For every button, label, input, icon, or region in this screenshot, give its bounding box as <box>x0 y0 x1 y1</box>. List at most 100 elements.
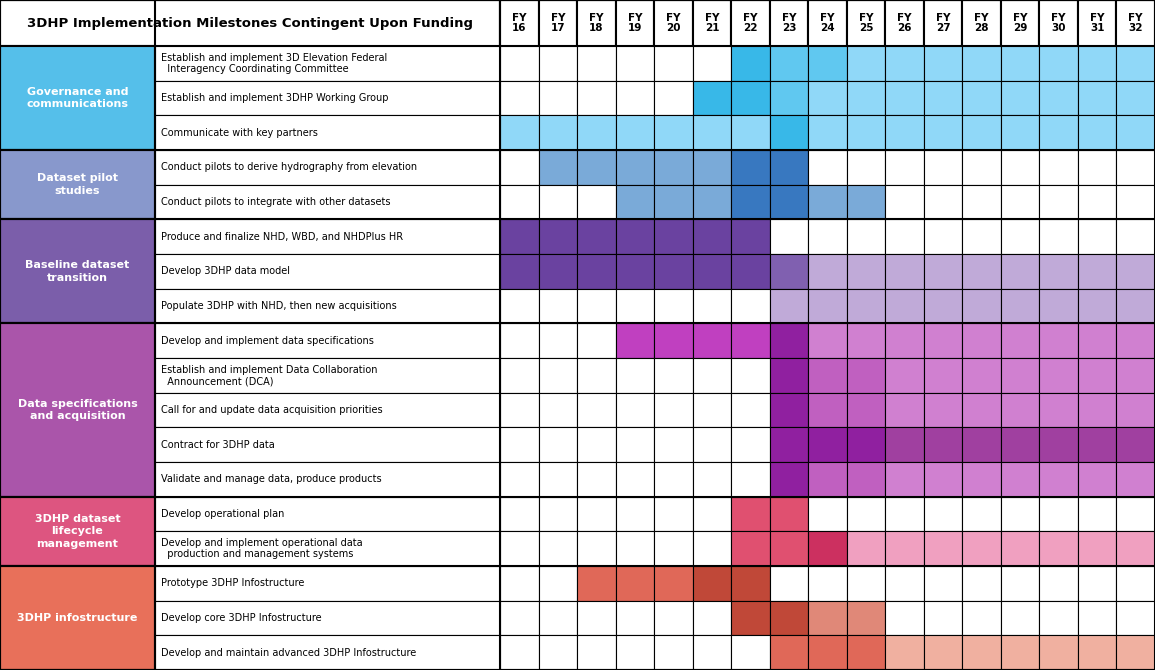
Bar <box>1001 289 1040 324</box>
Bar <box>0 324 155 496</box>
Bar <box>885 289 924 324</box>
Bar <box>962 393 1001 427</box>
Bar <box>1078 635 1117 670</box>
Bar <box>578 393 616 427</box>
Bar <box>1040 150 1078 185</box>
Bar <box>1040 531 1078 566</box>
Bar <box>962 496 1001 531</box>
Bar <box>693 254 731 289</box>
Bar <box>808 80 847 115</box>
Bar <box>769 254 808 289</box>
Bar <box>769 150 808 185</box>
Bar <box>693 0 731 46</box>
Bar <box>808 427 847 462</box>
Text: Communicate with key partners: Communicate with key partners <box>161 128 318 137</box>
Bar <box>616 635 654 670</box>
Text: 3DHP Implementation Milestones Contingent Upon Funding: 3DHP Implementation Milestones Contingen… <box>27 17 474 29</box>
Bar <box>1078 80 1117 115</box>
Bar <box>500 150 538 185</box>
Bar <box>500 80 538 115</box>
Bar <box>578 254 616 289</box>
Bar <box>155 635 500 670</box>
Bar <box>1040 324 1078 358</box>
Bar <box>962 185 1001 219</box>
Bar <box>616 324 654 358</box>
Bar <box>693 393 731 427</box>
Bar <box>578 601 616 635</box>
Bar <box>885 566 924 601</box>
Bar <box>1040 393 1078 427</box>
Bar <box>731 566 769 601</box>
Bar <box>654 324 693 358</box>
Bar <box>155 531 500 566</box>
Bar <box>654 496 693 531</box>
Text: FY
30: FY 30 <box>1051 13 1066 34</box>
Bar <box>616 496 654 531</box>
Bar <box>808 635 847 670</box>
Bar <box>500 496 538 531</box>
Bar <box>500 219 538 254</box>
Bar <box>1078 0 1117 46</box>
Bar <box>500 289 538 324</box>
Bar <box>1078 289 1117 324</box>
Text: FY
20: FY 20 <box>666 13 680 34</box>
Bar <box>885 496 924 531</box>
Bar <box>962 635 1001 670</box>
Text: FY
19: FY 19 <box>627 13 642 34</box>
Bar <box>578 150 616 185</box>
Bar <box>693 289 731 324</box>
Bar <box>1078 185 1117 219</box>
Text: Develop and implement data specifications: Develop and implement data specification… <box>161 336 374 346</box>
Bar <box>885 427 924 462</box>
Bar <box>731 219 769 254</box>
Text: FY
23: FY 23 <box>782 13 796 34</box>
Bar <box>0 219 155 324</box>
Text: Contract for 3DHP data: Contract for 3DHP data <box>161 440 275 450</box>
Bar <box>1001 185 1040 219</box>
Bar <box>924 0 962 46</box>
Bar <box>538 601 578 635</box>
Bar <box>808 219 847 254</box>
Bar <box>578 566 616 601</box>
Bar <box>500 185 538 219</box>
Text: FY
27: FY 27 <box>936 13 951 34</box>
Bar <box>1078 150 1117 185</box>
Text: FY
21: FY 21 <box>705 13 720 34</box>
Bar <box>1078 46 1117 80</box>
Text: FY
26: FY 26 <box>897 13 911 34</box>
Bar <box>654 219 693 254</box>
Bar <box>1040 566 1078 601</box>
Bar <box>616 0 654 46</box>
Bar <box>500 46 538 80</box>
Bar <box>885 324 924 358</box>
Bar <box>808 531 847 566</box>
Bar <box>1117 289 1155 324</box>
Bar <box>1117 496 1155 531</box>
Bar <box>616 150 654 185</box>
Text: Call for and update data acquisition priorities: Call for and update data acquisition pri… <box>161 405 382 415</box>
Bar <box>1078 393 1117 427</box>
Text: FY
24: FY 24 <box>820 13 835 34</box>
Bar <box>500 115 538 150</box>
Bar <box>155 185 500 219</box>
Bar <box>155 462 500 496</box>
Bar <box>538 80 578 115</box>
Bar <box>808 324 847 358</box>
Bar <box>847 427 885 462</box>
Bar <box>155 46 500 80</box>
Text: Establish and implement 3D Elevation Federal
  Interagency Coordinating Committe: Establish and implement 3D Elevation Fed… <box>161 52 387 74</box>
Bar <box>1117 635 1155 670</box>
Text: Populate 3DHP with NHD, then new acquisitions: Populate 3DHP with NHD, then new acquisi… <box>161 301 397 311</box>
Text: Conduct pilots to derive hydrography from elevation: Conduct pilots to derive hydrography fro… <box>161 162 417 172</box>
Bar <box>1040 80 1078 115</box>
Bar <box>616 254 654 289</box>
Text: Establish and implement 3DHP Working Group: Establish and implement 3DHP Working Gro… <box>161 93 388 103</box>
Bar <box>578 531 616 566</box>
Bar <box>847 46 885 80</box>
Bar <box>924 531 962 566</box>
Text: Conduct pilots to integrate with other datasets: Conduct pilots to integrate with other d… <box>161 197 390 207</box>
Bar <box>924 427 962 462</box>
Text: Develop and maintain advanced 3DHP Infostructure: Develop and maintain advanced 3DHP Infos… <box>161 648 416 658</box>
Bar <box>769 462 808 496</box>
Bar <box>693 496 731 531</box>
